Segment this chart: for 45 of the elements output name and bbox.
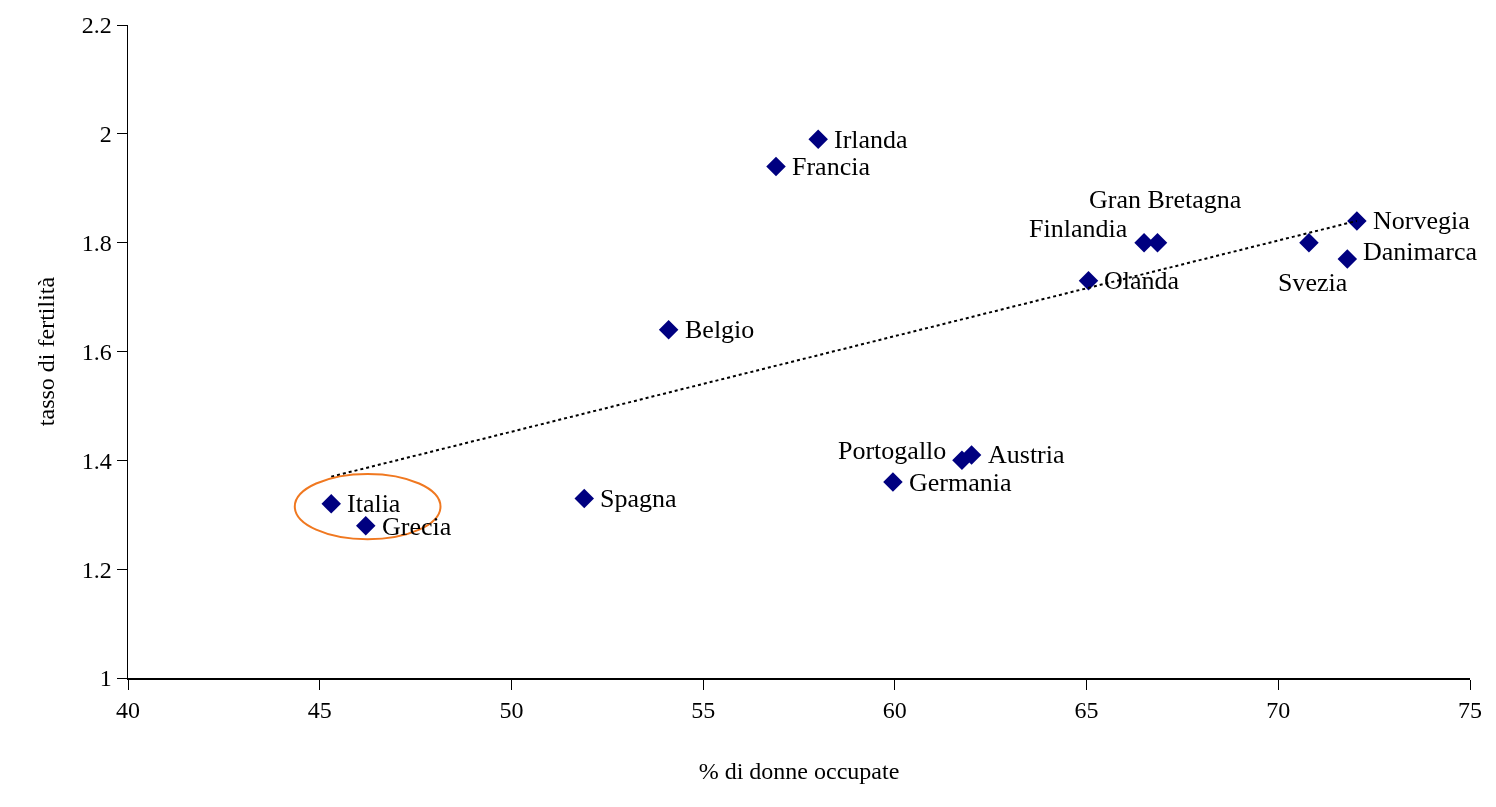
- annotation: Italia: [347, 489, 401, 518]
- point: [321, 494, 341, 514]
- annotation: Germania: [909, 468, 1012, 497]
- y-tick-label: 1.8: [81, 230, 112, 257]
- y-tick-label: 2.2: [81, 12, 112, 39]
- y-tick-label: 1.2: [81, 556, 112, 583]
- point: [574, 488, 595, 509]
- point: [1337, 249, 1358, 269]
- annotation: Danimarca: [1363, 237, 1478, 266]
- annotation: Norvegia: [1373, 206, 1471, 235]
- annotation: Belgio: [685, 315, 755, 344]
- point: [961, 445, 982, 465]
- annotation: Svezia: [1278, 268, 1348, 297]
- x-tick-label: 65: [1074, 697, 1099, 724]
- annotation: Olanda: [1104, 266, 1180, 295]
- y-tick-label: 1.4: [81, 447, 112, 474]
- x-tick-label: 60: [882, 697, 907, 724]
- point: [808, 129, 828, 150]
- x-tick-label: 50: [499, 697, 524, 724]
- annotation: Gran Bretagna: [1089, 185, 1242, 214]
- point: [883, 472, 903, 492]
- y-tick-label: 2: [99, 121, 112, 148]
- annotation: Spagna: [600, 484, 677, 513]
- x-tick-label: 70: [1266, 697, 1291, 724]
- point: [355, 515, 376, 536]
- x-tick-label: 75: [1458, 697, 1482, 724]
- annotation: Finlandia: [1029, 214, 1128, 243]
- y-tick-label: 1.6: [81, 338, 112, 365]
- y-axis-title: tasso di fertilità: [33, 276, 60, 427]
- point: [1347, 211, 1367, 231]
- point: [1147, 232, 1168, 253]
- point: [1134, 232, 1154, 253]
- annotation: Austria: [988, 440, 1065, 469]
- annotation: Francia: [792, 152, 871, 181]
- y-tick-label: 1: [99, 665, 112, 692]
- x-tick-label: 40: [116, 697, 140, 724]
- annotation: Irlanda: [834, 125, 909, 154]
- x-tick-label: 45: [307, 697, 332, 724]
- point: [1078, 271, 1099, 291]
- point: [1299, 232, 1319, 253]
- x-axis-title: % di donne occupate: [698, 758, 900, 785]
- point: [658, 319, 679, 340]
- point: [766, 156, 786, 177]
- annotation: Portogallo: [838, 436, 947, 465]
- x-tick-label: 55: [691, 697, 716, 724]
